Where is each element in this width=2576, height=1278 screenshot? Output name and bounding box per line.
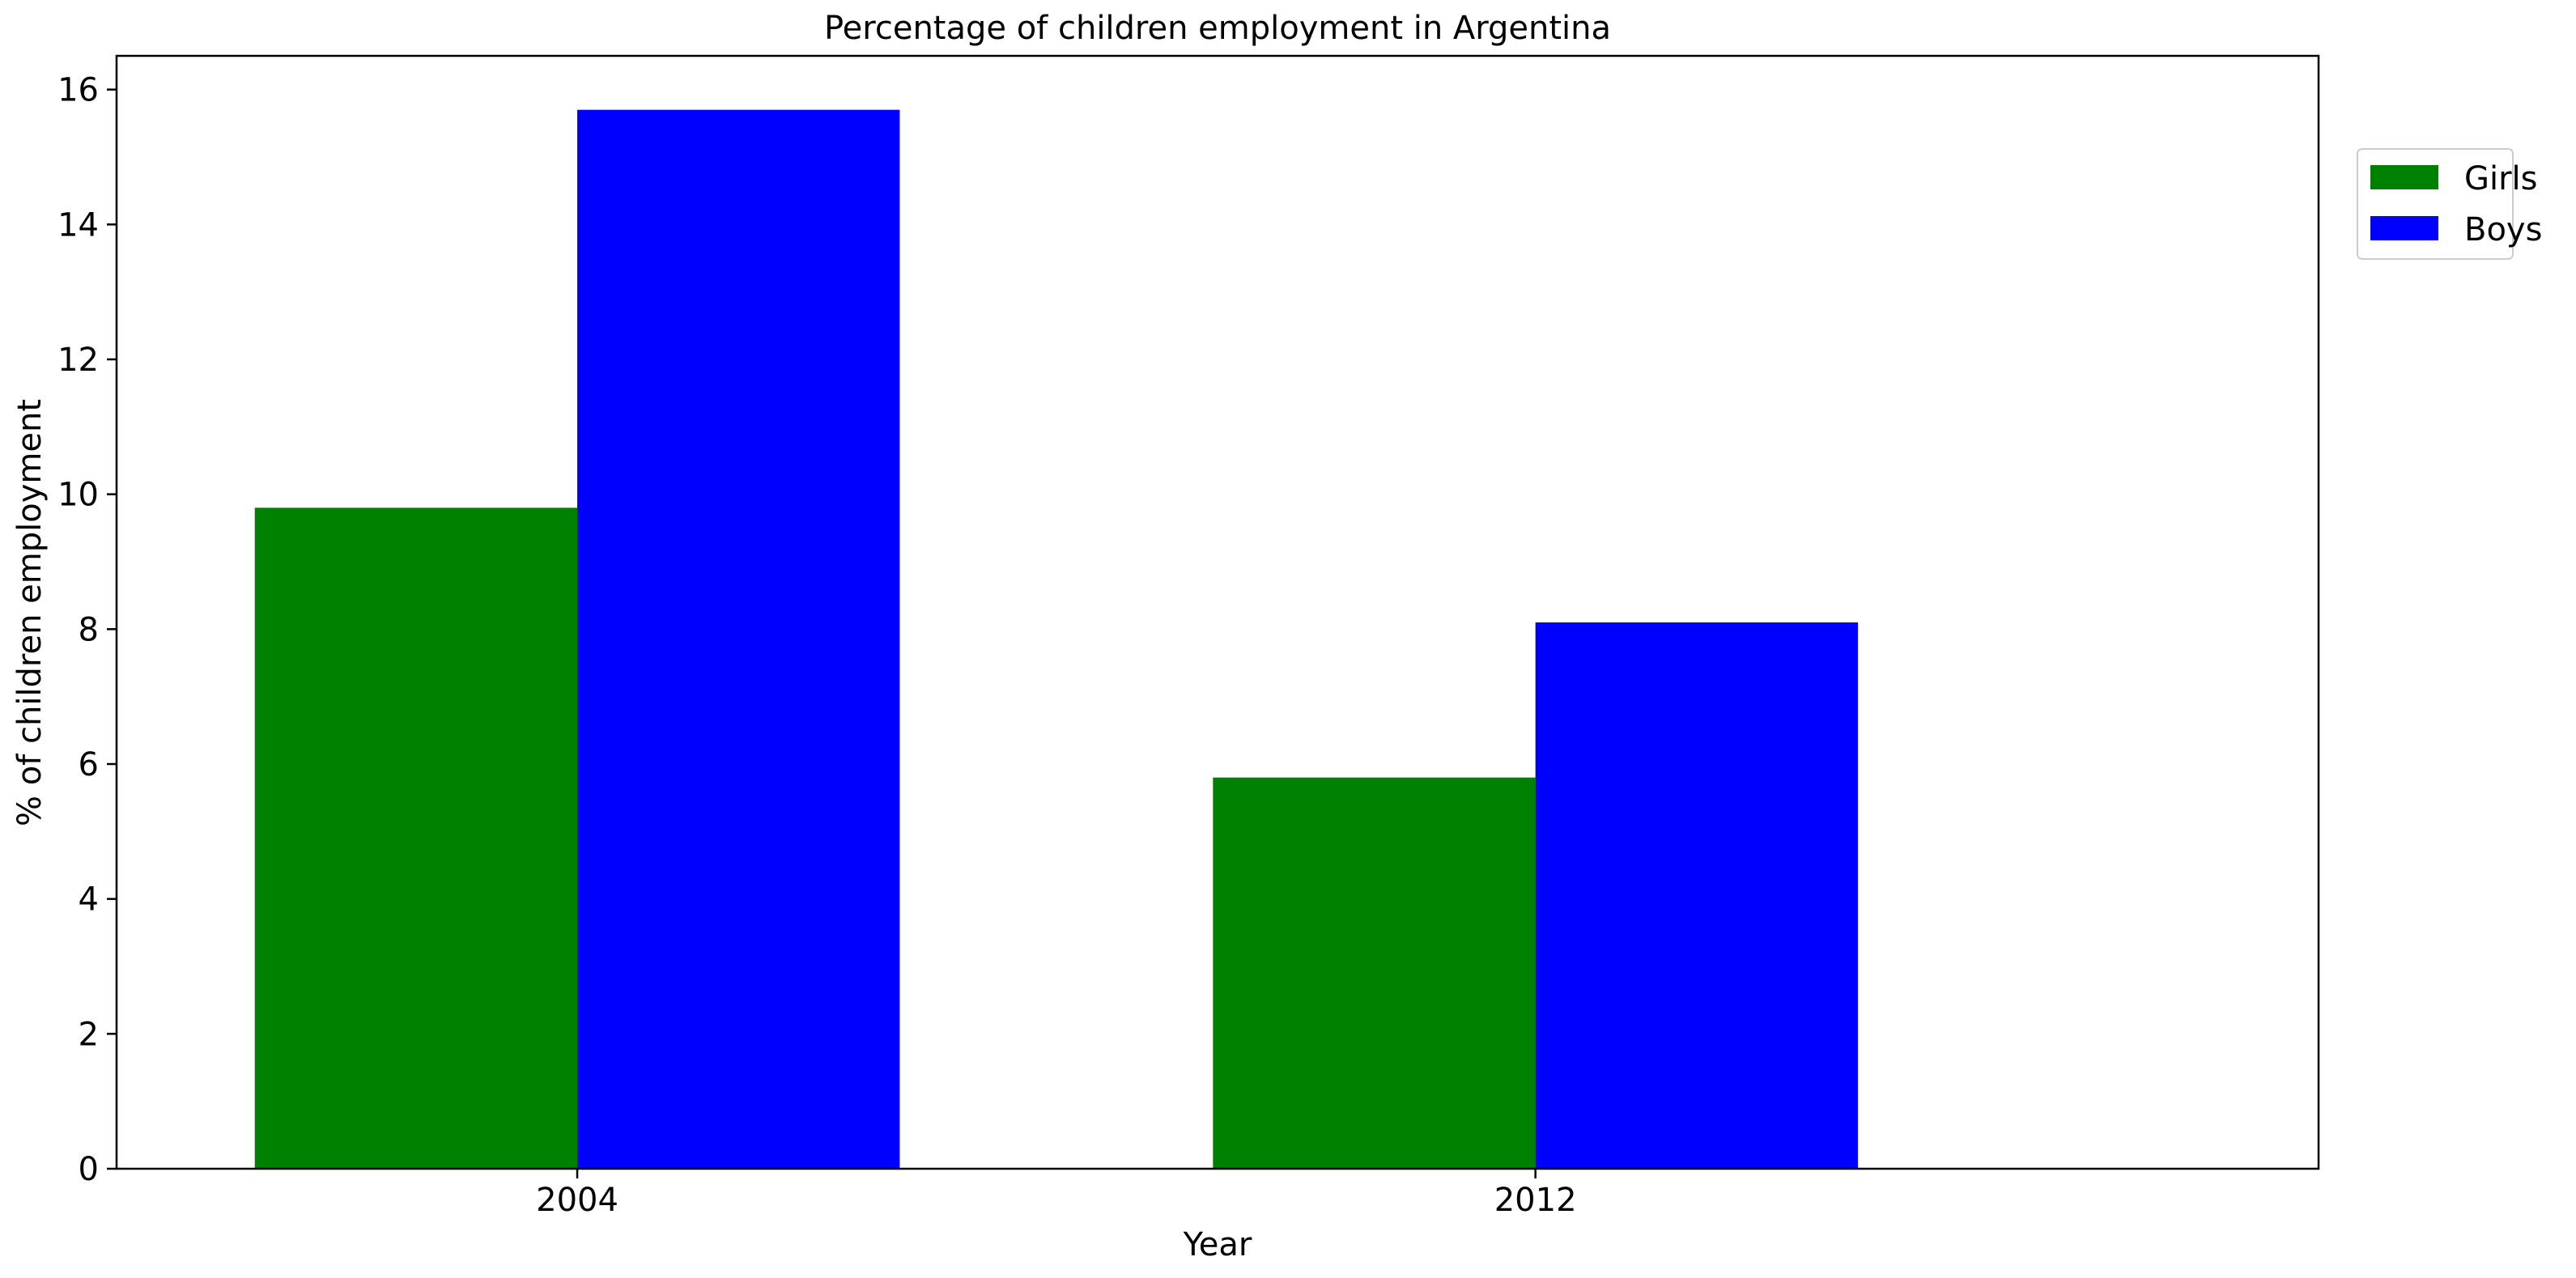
legend: Girls Boys	[2357, 148, 2542, 260]
x-tick-label: 2012	[1494, 1182, 1577, 1219]
y-axis-label: % of children employment	[11, 399, 49, 826]
bar-girls-2004	[254, 507, 578, 1169]
x-tick-label: 2004	[536, 1182, 618, 1219]
legend-swatch-girls	[2370, 165, 2438, 189]
chart-title: Percentage of children employment in Arg…	[824, 10, 1611, 47]
y-tick-label: 12	[57, 342, 99, 379]
bars-group	[254, 109, 1858, 1170]
bar-boys-2012	[1535, 622, 1858, 1169]
y-tick-label: 8	[79, 611, 99, 648]
y-tick-label: 10	[57, 477, 99, 514]
x-axis-label: Year	[1183, 1226, 1252, 1263]
bar-girls-2012	[1213, 777, 1536, 1169]
y-tick-label: 4	[79, 881, 99, 919]
y-tick-label: 6	[79, 746, 99, 783]
legend-label-boys: Boys	[2464, 211, 2542, 248]
legend-swatch-boys	[2370, 216, 2438, 240]
y-tick-label: 16	[57, 72, 99, 109]
bar-boys-2004	[577, 109, 900, 1170]
y-axis: 0 2 4 6 8 10 12 14 16	[57, 72, 117, 1188]
plot-frame	[115, 54, 2320, 1170]
y-tick-label: 14	[57, 206, 99, 244]
x-axis: 2004 2012	[536, 1169, 1577, 1219]
y-tick-label: 0	[79, 1151, 99, 1188]
y-tick-label: 2	[79, 1016, 99, 1053]
legend-label-girls: Girls	[2464, 160, 2538, 197]
